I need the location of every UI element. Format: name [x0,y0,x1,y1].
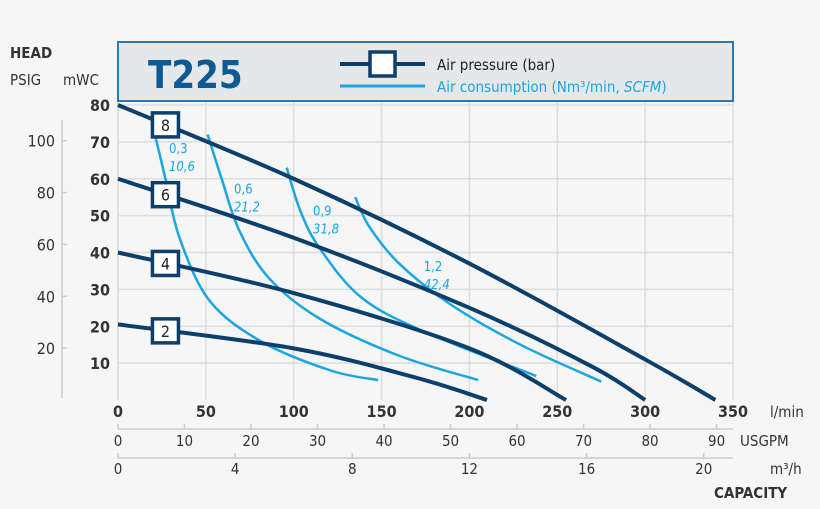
usgpm-unit-label: USGPM [740,432,789,450]
y-tick-label-mwc: 80 [90,96,110,115]
y-tick-label-mwc: 10 [90,354,110,373]
y-tick-label-mwc: 50 [90,207,110,226]
air-consumption-scfm-label: 21,2 [234,201,260,216]
legend-pressure-marker [368,50,397,78]
mwc-axis-label: mWC [63,71,99,89]
chart-title: T225 [148,53,243,97]
x-tick-label-lmin: 50 [196,402,216,421]
y-tick-label-mwc: 40 [90,244,110,263]
air-pressure-marker [150,317,181,345]
legend-consumption-label: Air consumption (Nm³/min, SCFM) [437,78,667,96]
y-tick-label-mwc: 20 [90,317,110,336]
y-tick-label-psig: 100 [28,132,55,151]
air-pressure-line [117,103,717,402]
y-tick-label-psig: 60 [37,235,55,254]
legend-frame [117,41,734,102]
y-tick-label-psig: 40 [37,287,55,306]
x-tick-label-usgpm: 60 [508,432,525,450]
y-tick-label-psig: 80 [37,184,55,203]
x-tick-label-m3h: 16 [578,460,595,478]
air-consumption-line [206,134,479,382]
x-tick-label-usgpm: 10 [176,432,193,450]
air-consumption-nm3-label: 1,2 [424,260,443,275]
y-tick-label-psig: 20 [37,339,55,358]
air-pressure-marker [150,111,181,139]
legend-pressure-label: Air pressure (bar) [437,56,555,74]
x-tick-label-m3h: 12 [461,460,478,478]
air-consumption-nm3-label: 0,6 [234,183,253,198]
air-pressure-marker [150,249,181,278]
air-consumption-scfm-label: 31,8 [313,223,339,238]
air-consumption-line [153,134,379,382]
y-tick-label-mwc: 30 [90,280,110,299]
x-tick-label-lmin: 150 [367,402,397,421]
x-tick-label-usgpm: 40 [375,432,392,450]
air-consumption-nm3-label: 0,9 [313,205,332,220]
x-tick-label-usgpm: 80 [641,432,658,450]
x-tick-label-m3h: 4 [231,460,240,478]
x-tick-label-lmin: 100 [279,402,309,421]
air-pressure-label: 6 [161,186,170,205]
x-tick-label-lmin: 350 [718,402,748,421]
x-tick-label-usgpm: 30 [309,432,326,450]
lmin-unit-label: l/min [770,403,804,421]
air-consumption-nm3-label: 0,3 [169,142,188,157]
m3h-unit-label: m³/h [770,460,802,478]
air-pressure-line [117,322,488,402]
air-pressure-line [117,250,568,402]
x-tick-label-m3h: 8 [348,460,357,478]
x-tick-label-lmin: 250 [542,402,572,421]
x-tick-label-m3h: 0 [114,460,123,478]
x-tick-label-lmin: 0 [113,402,123,421]
x-tick-label-m3h: 20 [695,460,712,478]
air-consumption-scfm-label: 10,6 [169,160,195,175]
x-axis-title: CAPACITY [714,484,787,502]
y-tick-label-mwc: 70 [90,133,110,152]
x-tick-label-lmin: 300 [630,402,660,421]
y-tick-label-mwc: 60 [90,170,110,189]
x-tick-label-usgpm: 20 [242,432,259,450]
air-pressure-label: 8 [161,116,170,135]
x-tick-label-usgpm: 0 [114,432,123,450]
legend-box: T225 Air pressure (bar) Air consumption … [117,41,734,102]
air-pressure-line [117,176,647,402]
x-tick-label-usgpm: 50 [442,432,459,450]
air-pressure-label: 4 [161,254,170,273]
air-pressure-label: 2 [161,322,170,341]
x-tick-label-usgpm: 70 [575,432,592,450]
y-axis-title: HEAD [10,44,52,62]
psig-axis-label: PSIG [10,71,41,89]
x-tick-label-lmin: 200 [454,402,484,421]
air-pressure-marker [150,180,181,209]
x-tick-label-usgpm: 90 [708,432,725,450]
